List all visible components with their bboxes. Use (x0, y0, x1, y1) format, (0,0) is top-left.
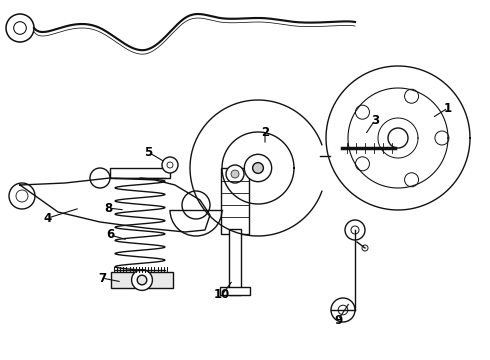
FancyBboxPatch shape (229, 229, 241, 295)
Circle shape (9, 183, 35, 209)
Text: 1: 1 (444, 102, 452, 114)
Circle shape (338, 305, 348, 315)
Circle shape (182, 191, 210, 219)
Circle shape (405, 173, 418, 187)
Text: 10: 10 (214, 288, 230, 302)
Circle shape (388, 128, 408, 148)
Circle shape (14, 22, 26, 34)
Circle shape (231, 170, 239, 178)
Circle shape (405, 89, 418, 103)
Circle shape (355, 105, 369, 119)
Circle shape (345, 220, 365, 240)
Circle shape (351, 226, 359, 234)
Circle shape (245, 154, 271, 182)
Text: 2: 2 (261, 126, 269, 139)
FancyBboxPatch shape (221, 168, 249, 234)
Circle shape (162, 157, 178, 173)
Circle shape (355, 157, 369, 171)
Circle shape (6, 14, 34, 42)
Text: 6: 6 (106, 229, 114, 242)
Circle shape (90, 168, 110, 188)
FancyBboxPatch shape (110, 168, 170, 178)
Circle shape (226, 165, 244, 183)
Text: 9: 9 (334, 314, 342, 327)
Text: 4: 4 (44, 211, 52, 225)
Circle shape (132, 270, 152, 291)
Text: 3: 3 (371, 113, 379, 126)
Circle shape (253, 163, 264, 174)
Circle shape (137, 275, 147, 285)
Circle shape (167, 162, 173, 168)
Text: 7: 7 (98, 271, 106, 284)
Circle shape (16, 190, 28, 202)
Circle shape (362, 245, 368, 251)
FancyBboxPatch shape (220, 287, 250, 295)
Circle shape (331, 298, 355, 322)
Text: 8: 8 (104, 202, 112, 215)
Text: 5: 5 (144, 145, 152, 158)
Circle shape (435, 131, 449, 145)
FancyBboxPatch shape (111, 272, 173, 288)
